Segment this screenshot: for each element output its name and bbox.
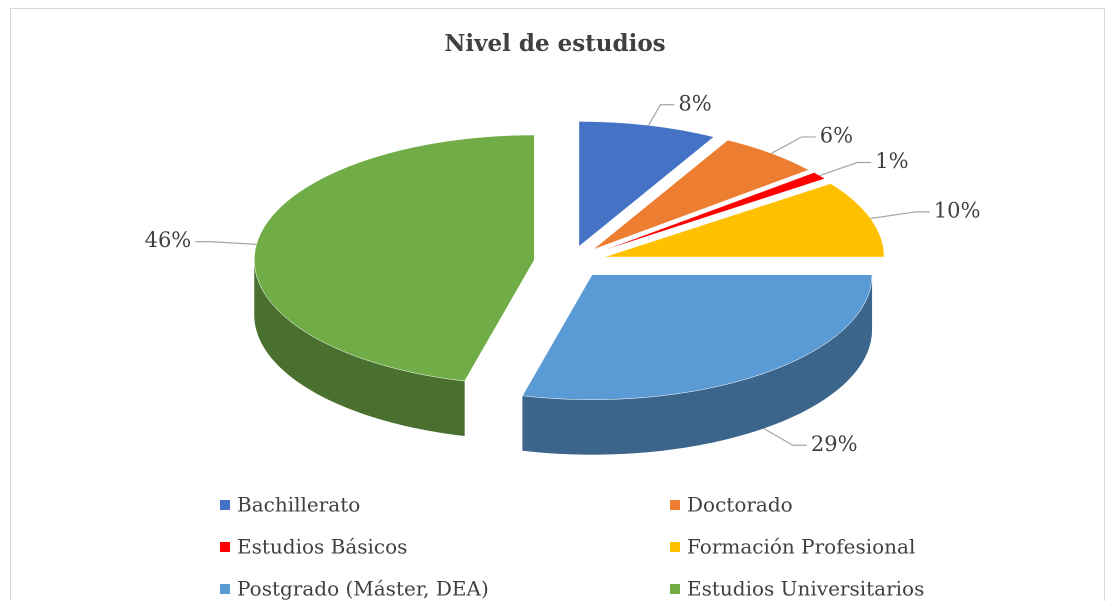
leader-line <box>771 136 816 154</box>
pie-labels: 8% 6% 1% 10% 29% 46% <box>145 91 981 455</box>
slice-side-shade <box>522 274 873 455</box>
data-label: 46% <box>145 228 192 252</box>
legend: Bachillerato Doctorado Estudios Básicos For… <box>220 493 924 601</box>
slice-side <box>254 259 465 437</box>
legend-swatch <box>220 584 230 594</box>
legend-label: Estudios Básicos <box>237 535 407 559</box>
chart-frame <box>10 8 1105 601</box>
pie-sides <box>254 259 873 455</box>
leader-line <box>819 161 872 177</box>
legend-label: Formación Profesional <box>687 535 915 559</box>
data-label: 8% <box>678 91 711 115</box>
legend-label: Bachillerato <box>237 493 360 517</box>
data-label: 6% <box>820 123 853 147</box>
slice <box>604 183 885 258</box>
leader-line <box>870 211 930 220</box>
legend-swatch <box>220 500 230 510</box>
leader-line <box>195 241 257 245</box>
data-label: 29% <box>811 432 858 456</box>
legend-label: Postgrado (Máster, DEA) <box>237 577 489 601</box>
slice <box>254 134 535 382</box>
data-label: 1% <box>875 149 908 173</box>
slice <box>598 172 826 253</box>
legend-label: Estudios Universitarios <box>687 577 924 601</box>
slice <box>578 121 715 247</box>
chart-title: Nivel de estudios <box>444 30 665 57</box>
slice <box>522 274 873 400</box>
leader-line <box>648 104 675 126</box>
legend-swatch <box>670 584 680 594</box>
pie-tops <box>254 121 885 400</box>
legend-swatch <box>670 500 680 510</box>
legend-label: Doctorado <box>687 493 793 517</box>
legend-swatch <box>670 542 680 552</box>
legend-swatch <box>220 542 230 552</box>
slice-side <box>522 274 873 455</box>
data-label: 10% <box>934 198 981 222</box>
slice-side-shade <box>254 259 465 437</box>
leader-line <box>763 427 807 446</box>
